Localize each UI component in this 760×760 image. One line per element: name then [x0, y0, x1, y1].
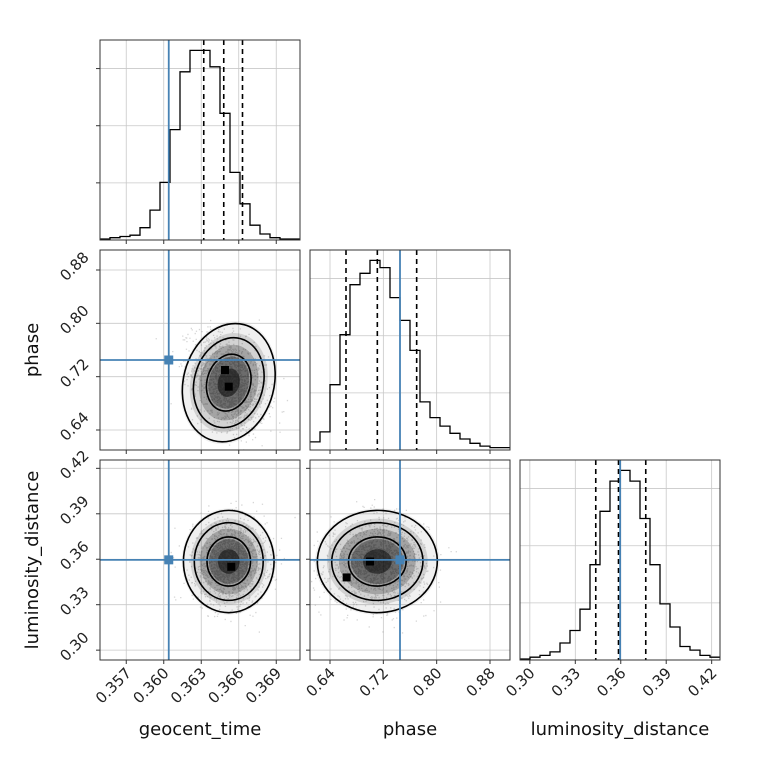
- panel-plot-area: [310, 460, 510, 660]
- panel-border: [309, 249, 511, 451]
- scatter-panel-phase-vs-geocent-time: [99, 249, 301, 451]
- x-tick-label-phase: 0.80: [409, 664, 445, 700]
- contour-line-0: [181, 322, 276, 443]
- histogram-geocent-time: [100, 49, 300, 240]
- y-tick-label-luminosity-distance: 0.36: [56, 537, 92, 573]
- panel-border: [99, 459, 301, 661]
- contour-line-0: [182, 509, 275, 614]
- x-tick-label-geocent-time: 0.369: [242, 664, 285, 707]
- panel-plot-area: [100, 250, 300, 450]
- hist-panel-phase: [309, 249, 511, 451]
- x-tick-label-luminosity-distance: 0.36: [593, 664, 629, 700]
- x-tick-label-geocent-time: 0.363: [167, 664, 210, 707]
- panel-background: [100, 250, 300, 450]
- truth-marker: [395, 555, 405, 565]
- hist-panel-geocent-time: [96, 39, 301, 241]
- y-tick-label-phase: 0.88: [56, 248, 92, 284]
- scatter-panel-luminosity-distance-vs-phase: [309, 459, 511, 661]
- mode-marker-0: [227, 562, 236, 571]
- x-tick-label-geocent-time: 0.360: [129, 664, 172, 707]
- y-tick-label-phase: 0.80: [56, 302, 92, 338]
- contour-line-1: [193, 521, 264, 602]
- contour-line-2: [347, 536, 407, 587]
- truth-marker: [164, 555, 174, 565]
- y-tick-label-luminosity-distance: 0.39: [56, 492, 92, 528]
- scatter-panel-luminosity-distance-vs-geocent-time: [99, 459, 301, 661]
- x-tick-label-luminosity-distance: 0.39: [639, 664, 675, 700]
- x-tick-label-luminosity-distance: 0.42: [684, 664, 720, 700]
- x-tick-label-phase: 0.72: [356, 664, 392, 700]
- panel-border: [99, 249, 301, 451]
- mode-marker-0: [366, 557, 374, 566]
- panel-border: [99, 39, 301, 241]
- histogram-phase: [310, 259, 510, 449]
- y-axis-title-luminosity-distance: luminosity_distance: [22, 471, 43, 650]
- contour-line-2: [206, 536, 252, 587]
- panel-plot-area: [100, 460, 300, 660]
- panel-border: [519, 459, 721, 661]
- truth-marker: [164, 355, 174, 365]
- density-level-4: [362, 549, 392, 574]
- hist-panel-luminosity-distance: [519, 459, 721, 661]
- x-tick-label-phase: 0.64: [302, 664, 338, 700]
- contour-line-1: [192, 336, 265, 429]
- x-axis-title-luminosity-distance: luminosity_distance: [531, 719, 710, 740]
- y-tick-label-phase: 0.72: [56, 355, 92, 391]
- panel-border: [309, 459, 511, 661]
- x-axis-title-phase: phase: [383, 719, 437, 740]
- y-tick-label-phase: 0.64: [56, 408, 92, 444]
- y-axis-title-phase: phase: [22, 323, 43, 377]
- x-axis-title-geocent-time: geocent_time: [139, 719, 262, 740]
- y-tick-label-luminosity-distance: 0.33: [56, 583, 92, 619]
- x-tick-label-geocent-time: 0.366: [204, 664, 247, 707]
- y-tick-label-luminosity-distance: 0.42: [56, 447, 92, 483]
- x-tick-label-geocent-time: 0.357: [92, 664, 135, 707]
- mode-marker-1: [342, 573, 351, 582]
- contour-line-2: [205, 353, 252, 412]
- mode-marker-0: [221, 366, 229, 374]
- y-tick-label-luminosity-distance: 0.30: [56, 628, 92, 664]
- panel-background: [100, 40, 300, 240]
- x-tick-label-phase: 0.88: [462, 664, 498, 700]
- mode-marker-1: [224, 382, 233, 391]
- x-tick-label-luminosity-distance: 0.33: [548, 664, 584, 700]
- x-tick-label-luminosity-distance: 0.30: [502, 664, 538, 700]
